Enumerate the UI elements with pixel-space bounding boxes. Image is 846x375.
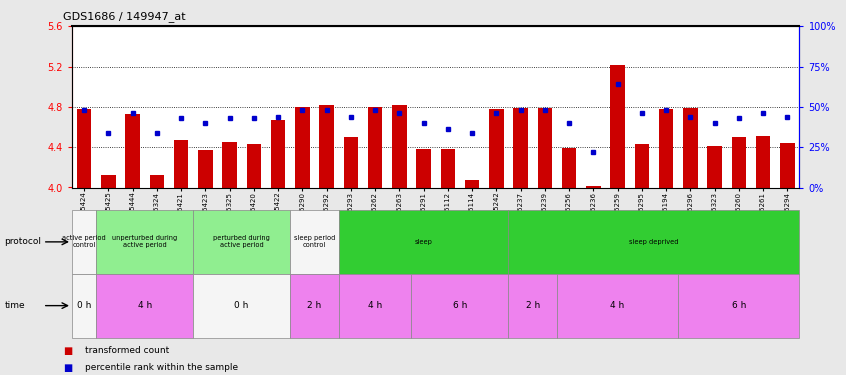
Bar <box>246 144 261 188</box>
Text: percentile rank within the sample: percentile rank within the sample <box>85 363 238 372</box>
Bar <box>659 109 673 188</box>
Text: 4 h: 4 h <box>368 301 382 310</box>
Bar <box>368 107 382 188</box>
Bar <box>198 150 212 188</box>
Bar <box>72 210 96 274</box>
Text: 6 h: 6 h <box>732 301 746 310</box>
Text: active period
control: active period control <box>62 236 106 248</box>
Bar <box>586 186 601 188</box>
Bar <box>441 149 455 188</box>
Text: 2 h: 2 h <box>525 301 540 310</box>
Bar <box>77 109 91 188</box>
Text: protocol: protocol <box>4 237 41 246</box>
Bar <box>319 105 334 188</box>
Bar <box>271 120 285 188</box>
Bar <box>557 274 678 338</box>
Bar <box>508 274 557 338</box>
Text: GDS1686 / 149947_at: GDS1686 / 149947_at <box>63 12 186 22</box>
Bar <box>295 107 310 188</box>
Bar <box>72 274 96 338</box>
Bar <box>416 149 431 188</box>
Text: 0 h: 0 h <box>77 301 91 310</box>
Bar <box>514 108 528 188</box>
Bar <box>96 210 193 274</box>
Text: 6 h: 6 h <box>453 301 467 310</box>
Bar <box>780 143 794 188</box>
Bar <box>755 136 771 188</box>
Text: perturbed during
active period: perturbed during active period <box>213 236 270 248</box>
Bar <box>96 274 193 338</box>
Bar <box>683 108 698 188</box>
Bar <box>707 146 722 188</box>
Bar <box>392 105 407 188</box>
Bar <box>193 210 290 274</box>
Bar <box>489 109 503 188</box>
Bar <box>508 210 799 274</box>
Bar <box>537 108 552 188</box>
Bar <box>678 274 799 338</box>
Bar <box>562 148 576 188</box>
Bar <box>290 210 338 274</box>
Bar <box>125 114 140 188</box>
Bar <box>193 274 290 338</box>
Text: time: time <box>4 301 25 310</box>
Bar <box>411 274 508 338</box>
Bar <box>343 137 358 188</box>
Bar <box>338 274 411 338</box>
Bar <box>290 274 338 338</box>
Text: 2 h: 2 h <box>307 301 321 310</box>
Text: sleep deprived: sleep deprived <box>629 239 678 245</box>
Bar <box>610 64 625 188</box>
Bar <box>222 142 237 188</box>
Text: 0 h: 0 h <box>234 301 249 310</box>
Text: sleep period
control: sleep period control <box>294 236 335 248</box>
Text: unperturbed during
active period: unperturbed during active period <box>112 236 178 248</box>
Bar <box>634 144 649 188</box>
Bar <box>101 176 116 188</box>
Bar <box>732 137 746 188</box>
Text: ■: ■ <box>63 346 73 355</box>
Text: transformed count: transformed count <box>85 346 169 355</box>
Bar <box>338 210 508 274</box>
Bar <box>173 140 189 188</box>
Bar <box>150 176 164 188</box>
Text: 4 h: 4 h <box>138 301 151 310</box>
Text: ■: ■ <box>63 363 73 372</box>
Text: sleep: sleep <box>415 239 432 245</box>
Bar <box>464 180 480 188</box>
Text: 4 h: 4 h <box>611 301 624 310</box>
